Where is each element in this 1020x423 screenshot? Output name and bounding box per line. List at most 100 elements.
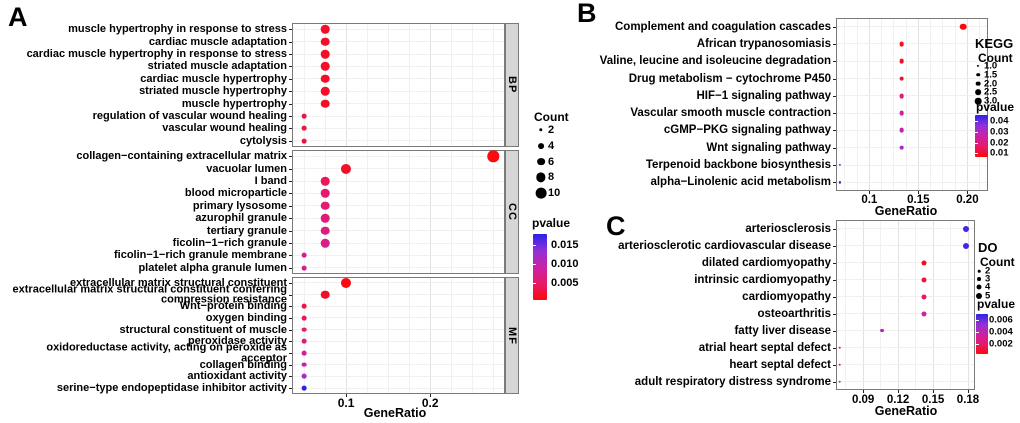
gridline (293, 217, 504, 219)
y-axis-tick (289, 282, 292, 284)
y-axis-tick (289, 364, 292, 366)
x-axis-tick-label: 0.15 (907, 194, 930, 206)
gridline (844, 19, 846, 190)
y-axis-tick (833, 26, 836, 28)
gridline (905, 19, 907, 190)
facet-strip-label: MF (506, 326, 518, 345)
data-point (899, 58, 905, 64)
y-axis-tick (833, 95, 836, 97)
y-axis-tick (289, 353, 292, 355)
gridline (915, 221, 917, 389)
y-axis-tick (833, 262, 836, 264)
y-axis-tick (833, 381, 836, 383)
legend-count-dot (536, 172, 546, 183)
term-label: platelet alpha granule lumen (138, 261, 287, 274)
gridline (293, 180, 504, 182)
gridline (492, 278, 494, 393)
term-label: Valine, leucine and isoleucine degradati… (599, 55, 831, 68)
gridline (293, 155, 504, 157)
data-point (320, 213, 330, 223)
facet-strip-cc: CC (505, 150, 519, 274)
gridline (293, 267, 504, 269)
data-point (301, 374, 307, 379)
term-label: striated muscle hypertrophy (139, 84, 287, 97)
legend-count-dot (976, 292, 982, 299)
legend-pvalue-label: 0.01 (990, 147, 1009, 159)
y-axis-tick (289, 317, 292, 319)
legend-group-title: KEGG (975, 36, 1014, 51)
data-point (320, 176, 330, 186)
gridline (837, 78, 987, 80)
term-label: Terpenoid backbone biosynthesis (645, 159, 831, 172)
gridline (932, 221, 934, 389)
term-label: oxygen binding (205, 311, 287, 324)
term-label: oxidoreductase activity, acting on perox… (46, 341, 287, 365)
legend-pvalue-tick (976, 344, 979, 345)
term-label: cGMP−PKG signaling pathway (663, 124, 831, 137)
y-axis-tick (289, 218, 292, 220)
x-axis-tick-label: 0.09 (851, 394, 875, 406)
legend-pvalue-tick (975, 142, 978, 144)
legend-pvalue-tick (976, 332, 979, 333)
gridline (293, 340, 504, 342)
gridline (954, 19, 956, 190)
x-axis-tick-label: 0.1 (337, 396, 355, 410)
data-point (899, 145, 905, 151)
data-point (899, 110, 905, 116)
data-point (301, 303, 307, 309)
legend-pvalue-tick (533, 264, 536, 265)
legend-count-label: 4 (985, 281, 991, 293)
x-axis-title: GeneRatio (874, 404, 938, 418)
term-label: vascular wound healing (162, 122, 287, 135)
legend-pvalue-bar (976, 314, 988, 354)
x-axis-tick (898, 390, 900, 393)
data-point (838, 181, 842, 184)
legend-count-label: 2 (548, 124, 555, 136)
data-point (301, 338, 307, 344)
data-point (921, 310, 927, 317)
data-point (320, 62, 330, 71)
term-label: intrinsic cardiomyopathy (694, 273, 831, 286)
panel-letter-a: A (8, 2, 28, 32)
gridline (450, 278, 452, 393)
term-label: muscle hypertrophy (181, 97, 287, 110)
y-axis-tick (289, 66, 292, 68)
gridline (966, 19, 968, 190)
data-point (838, 163, 842, 167)
gridline (837, 112, 987, 114)
x-axis-tick (346, 394, 348, 397)
legend-pvalue-tick (976, 320, 979, 321)
gridline (366, 24, 368, 146)
gridline (366, 278, 368, 393)
gridline (837, 330, 974, 331)
data-point (487, 150, 499, 162)
y-axis-tick (833, 147, 836, 149)
legend-pvalue-label: 0.015 (551, 239, 579, 251)
data-point (962, 242, 969, 249)
y-axis-tick (289, 78, 292, 80)
gridline (837, 228, 974, 229)
gridline (303, 24, 305, 146)
term-label: peroxidase activity (187, 335, 287, 348)
gridline (293, 78, 504, 80)
gridline (837, 181, 987, 183)
gridline (837, 279, 974, 280)
gridline (293, 205, 504, 207)
gridline (429, 24, 431, 146)
gridline (293, 375, 504, 377)
gridline (293, 329, 504, 331)
gridline (345, 24, 347, 146)
y-axis-tick (833, 165, 836, 167)
x-axis-tick (918, 191, 920, 194)
legend-pvalue-tick (975, 131, 978, 133)
y-axis-tick (833, 182, 836, 184)
legend-count-label: 3 (985, 273, 991, 285)
gridline (950, 221, 952, 389)
y-axis-tick (833, 78, 836, 80)
y-axis-tick (289, 41, 292, 43)
gridline (324, 151, 326, 273)
facet-panel (292, 150, 505, 274)
y-axis-tick (289, 168, 292, 170)
term-label: ficolin−1−rich granule (172, 236, 287, 249)
term-label: collagen binding (199, 358, 287, 371)
